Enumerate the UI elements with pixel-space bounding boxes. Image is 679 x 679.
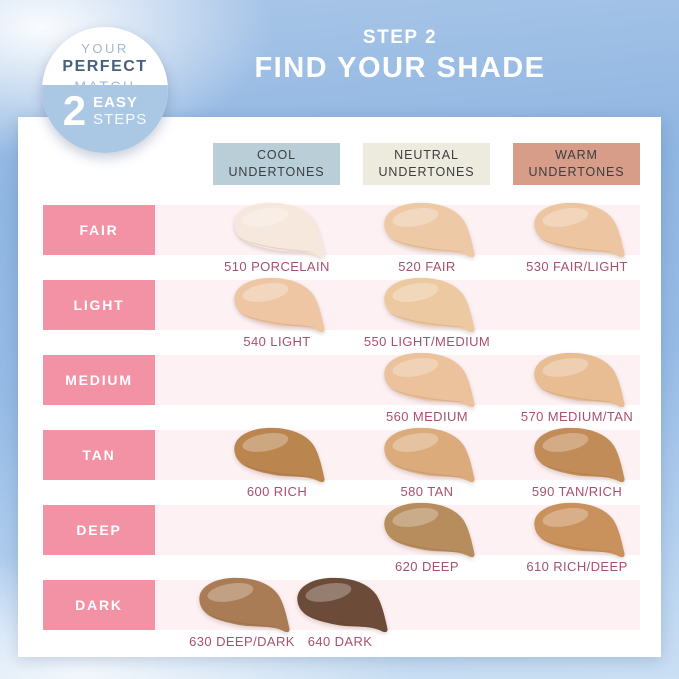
badge-step-count: 2 [62,87,87,135]
row-label-dark: DARK [43,580,155,630]
shade-label-510: 510 PORCELAIN [224,259,330,274]
row-label-medium: MEDIUM [43,355,155,405]
badge-steps-section: 2 EASY STEPS [42,85,168,153]
shade-label-560: 560 MEDIUM [385,409,469,424]
step-label: STEP 2 [362,27,438,48]
headline: FIND YOUR SHADE [254,52,546,84]
shade-label-600: 600 RICH [246,484,308,499]
column-header-cool: COOL UNDERTONES [213,143,340,185]
perfect-match-badge: YOUR PERFECT MATCH 2 EASY STEPS [42,27,168,153]
column-header-neutral: NEUTRAL UNDERTONES [363,143,490,185]
badge-easy-steps: EASY STEPS [93,91,147,128]
shade-label-580: 580 TAN [400,484,454,499]
row-label-fair: FAIR [43,205,155,255]
shade-label-610: 610 RICH/DEEP [526,559,628,574]
shade-label-530: 530 FAIR/LIGHT [526,259,628,274]
row-label-deep: DEEP [43,505,155,555]
badge-easy-label: EASY [93,94,138,112]
shade-chart-card: COOL UNDERTONES NEUTRAL UNDERTONES WARM … [18,117,661,657]
shade-label-570: 570 MEDIUM/TAN [520,409,634,424]
shade-label-590: 590 TAN/RICH [531,484,623,499]
page-title: STEP 2 FIND YOUR SHADE [230,27,570,85]
badge-your-label: YOUR [81,41,129,56]
column-header-warm: WARM UNDERTONES [513,143,640,185]
shade-label-550: 550 LIGHT/MEDIUM [363,334,491,349]
badge-perfect-label: PERFECT [62,58,148,75]
row-label-tan: TAN [43,430,155,480]
shade-label-630: 630 DEEP/DARK [189,634,295,649]
shade-label-540: 540 LIGHT [243,334,311,349]
badge-steps-label: STEPS [93,110,148,128]
shade-label-640: 640 DARK [307,634,373,649]
row-label-light: LIGHT [43,280,155,330]
shade-label-520: 520 FAIR [398,259,456,274]
shade-label-620: 620 DEEP [395,559,459,574]
